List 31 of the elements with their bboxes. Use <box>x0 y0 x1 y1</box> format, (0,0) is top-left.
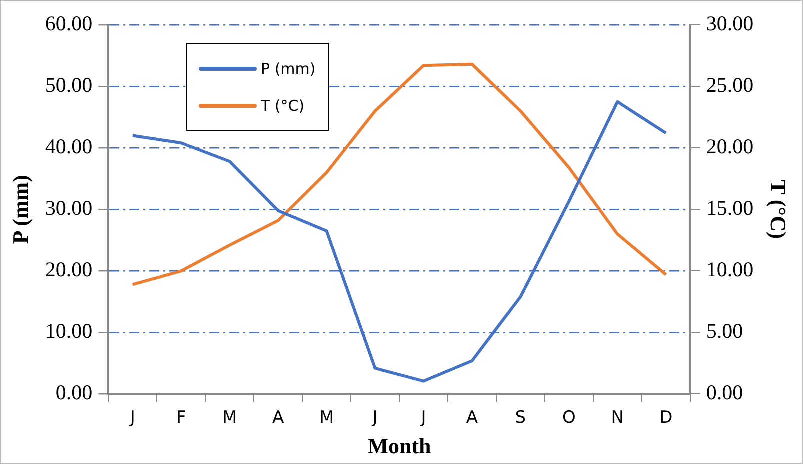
y-tick-label: 0.00 <box>56 380 93 405</box>
x-tick-label: J <box>372 408 378 428</box>
y2-axis-title: T (°C) <box>766 180 792 240</box>
x-axis-title: Month <box>368 433 432 458</box>
y-tick-label: 60.00 <box>45 12 93 36</box>
y2-tick-label: 10.00 <box>706 258 754 282</box>
y2-tick-label: 5.00 <box>706 319 744 344</box>
x-tick-label: M <box>222 408 238 428</box>
y2-tick-label: 25.00 <box>706 73 754 98</box>
y-tick-label: 50.00 <box>45 73 93 98</box>
x-tick-label: N <box>611 408 624 428</box>
x-tick-label: A <box>466 408 478 428</box>
x-tick-label: J <box>129 408 136 428</box>
x-tick-label: S <box>515 408 526 428</box>
y-tick-label: 20.00 <box>45 258 93 282</box>
y-tick-label: 10.00 <box>45 319 93 344</box>
x-tick-label: M <box>319 408 334 428</box>
x-tick-label: D <box>660 408 673 428</box>
x-tick-label: O <box>562 408 576 428</box>
y2-tick-label: 15.00 <box>706 196 754 220</box>
legend-label: T (°C) <box>261 96 305 114</box>
legend-label: P (mm) <box>261 60 316 78</box>
x-tick-label: A <box>272 408 284 428</box>
y2-tick-label: 30.00 <box>706 12 754 36</box>
y2-tick-label: 0.00 <box>706 380 744 405</box>
y-axis-title: P (mm) <box>8 175 33 244</box>
y-tick-label: 40.00 <box>45 134 93 159</box>
x-tick-label: F <box>176 408 186 428</box>
y-tick-label: 30.00 <box>45 196 93 220</box>
y2-tick-label: 20.00 <box>706 134 754 159</box>
x-tick-label: J <box>420 408 426 428</box>
